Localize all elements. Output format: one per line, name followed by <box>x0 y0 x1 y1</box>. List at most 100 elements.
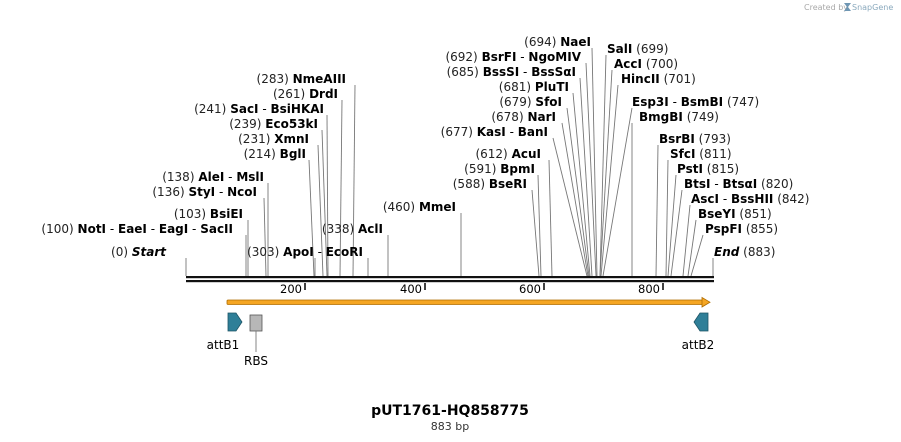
svg-text:(588) BseRI: (588) BseRI <box>453 177 527 191</box>
svg-text:(136) StyI - Nc: (136) StyI - NcoI <box>152 185 257 199</box>
site-label-681[interactable]: (681) PluTI <box>499 80 569 94</box>
snapgene-brand[interactable]: Created by SnapGene <box>804 3 893 12</box>
enzyme-name: DrdI <box>309 87 338 101</box>
site-label-842[interactable]: AscI - BssHII (842) <box>691 192 810 206</box>
site-label-239[interactable]: (239) Eco53kI <box>229 117 318 131</box>
site-pos: (591) <box>464 162 496 176</box>
site-label-701[interactable]: HincII (701) <box>621 72 696 86</box>
site-label-793[interactable]: BsrBI (793) <box>659 132 731 146</box>
site-pos: (747) <box>727 95 759 109</box>
site-label-692[interactable]: (692) BsrFI - NgoMIV <box>445 50 581 64</box>
enzyme-name: Eco53kI <box>265 117 318 131</box>
site-pos: (694) <box>524 35 556 49</box>
svg-text:BseYI (851): BseYI (851) <box>698 207 772 221</box>
enzyme-name: BssHII <box>731 192 773 206</box>
site-label-749[interactable]: BmgBI (749) <box>639 110 719 124</box>
site-pos: (700) <box>646 57 678 71</box>
enzyme-name: BsiEI <box>210 207 243 221</box>
orf-arrow[interactable] <box>226 296 711 308</box>
svg-text:AscI - BssHII (: AscI - BssHII (842) <box>691 192 810 206</box>
feature-attB1[interactable]: attB1 <box>207 312 243 352</box>
site-label-591[interactable]: (591) BpmI <box>464 162 535 176</box>
feature-rbs[interactable]: RBS <box>244 314 268 368</box>
enzyme-name: PstI <box>677 162 703 176</box>
enzyme-name: ApoI <box>283 245 314 259</box>
svg-text:SfcI (811): SfcI (811) <box>670 147 732 161</box>
svg-text:PstI (815): PstI (815) <box>677 162 739 176</box>
site-label-283[interactable]: (283) NmeAIII <box>257 72 346 86</box>
svg-text:(0) Start: (0) Start <box>111 245 167 259</box>
axis-tick-label: 600 <box>519 282 541 296</box>
site-pos: (136) <box>152 185 184 199</box>
site-pos: (100) <box>41 222 73 236</box>
site-label-855[interactable]: PspFI (855) <box>705 222 778 236</box>
svg-text:(214) BglI: (214) BglI <box>244 147 306 161</box>
site-label-679[interactable]: (679) SfoI <box>499 95 562 109</box>
site-label-815[interactable]: PstI (815) <box>677 162 739 176</box>
start-pos: (0) <box>111 245 128 259</box>
plasmid-size: 883 bp <box>431 420 469 433</box>
site-label-100[interactable]: (100) NotI - EaeI - EagI - SacII <box>41 222 233 236</box>
site-label-338[interactable]: (338) AclI <box>322 222 383 236</box>
svg-text:BsrBI (793): BsrBI (793) <box>659 132 731 146</box>
end-marker: End (883) <box>714 245 775 259</box>
site-label-700[interactable]: AccI (700) <box>614 57 678 71</box>
site-label-231[interactable]: (231) XmnI <box>238 132 309 146</box>
enzyme-name: BpmI <box>500 162 535 176</box>
start-marker: (0) Start <box>111 245 167 259</box>
enzyme-name: SalI <box>607 42 632 56</box>
site-pos: (283) <box>257 72 289 86</box>
svg-text:(591) BpmI: (591) BpmI <box>464 162 535 176</box>
enzyme-name: MslI <box>236 170 264 184</box>
enzyme-name: BsiHKAI <box>271 102 325 116</box>
axis-tick-label: 400 <box>400 282 422 296</box>
site-label-303[interactable]: (303) ApoI - EcoRI <box>247 245 363 259</box>
enzyme-name: BssSI <box>483 65 520 79</box>
site-pos: (855) <box>746 222 778 236</box>
site-label-612[interactable]: (612) AcuI <box>475 147 541 161</box>
site-label-588[interactable]: (588) BseRI <box>453 177 527 191</box>
site-label-820[interactable]: BtsI - BtsαI (820) <box>684 177 793 191</box>
rbs-box-icon <box>249 314 263 332</box>
site-pos: (679) <box>499 95 531 109</box>
enzyme-name: StyI <box>188 185 215 199</box>
site-label-694[interactable]: (694) NaeI <box>524 35 591 49</box>
svg-text:(338) AclI: (338) AclI <box>322 222 383 236</box>
enzyme-name: SfoI <box>535 95 562 109</box>
svg-text:(678) NarI: (678) NarI <box>491 110 556 124</box>
svg-text:(677) KasI - Ba: (677) KasI - BanI <box>441 125 548 139</box>
site-label-460[interactable]: (460) MmeI <box>383 200 456 214</box>
site-label-685[interactable]: (685) BssSI - BssSαI <box>447 65 576 79</box>
feature-label: RBS <box>244 354 268 368</box>
site-label-811[interactable]: SfcI (811) <box>670 147 732 161</box>
site-label-136[interactable]: (136) StyI - NcoI <box>152 185 257 199</box>
enzyme-name: AclI <box>358 222 383 236</box>
svg-text:(241) SacI - Bs: (241) SacI - BsiHKAI <box>194 102 324 116</box>
enzyme-name: SacII <box>200 222 233 236</box>
enzyme-name: NotI <box>78 222 107 236</box>
site-pos: (261) <box>273 87 305 101</box>
site-label-678[interactable]: (678) NarI <box>491 110 556 124</box>
site-label-851[interactable]: BseYI (851) <box>698 207 772 221</box>
site-label-699[interactable]: SalI (699) <box>607 42 668 56</box>
site-label-241[interactable]: (241) SacI - BsiHKAI <box>194 102 324 116</box>
site-pos: (103) <box>174 207 206 221</box>
svg-text:(685) BssSI - B: (685) BssSI - BssSαI <box>447 65 576 79</box>
site-pos: (699) <box>636 42 668 56</box>
enzyme-name: BmgBI <box>639 110 683 124</box>
site-label-103[interactable]: (103) BsiEI <box>174 207 243 221</box>
end-pos: (883) <box>743 245 775 259</box>
site-label-261[interactable]: (261) DrdI <box>273 87 338 101</box>
site-label-214[interactable]: (214) BglI <box>244 147 306 161</box>
attB2-arrow-icon <box>693 312 709 332</box>
svg-text:BtsI - BtsαI (8: BtsI - BtsαI (820) <box>684 177 793 191</box>
site-label-747[interactable]: Esp3I - BsmBI (747) <box>632 95 759 109</box>
enzyme-name: EaeI <box>118 222 147 236</box>
site-pos: (820) <box>761 177 793 191</box>
site-label-138[interactable]: (138) AleI - MslI <box>162 170 264 184</box>
site-label-677[interactable]: (677) KasI - BanI <box>441 125 548 139</box>
start-label: Start <box>132 245 167 259</box>
svg-text:(679) SfoI: (679) SfoI <box>499 95 562 109</box>
enzyme-name: EcoRI <box>326 245 363 259</box>
feature-attB2[interactable]: attB2 <box>682 312 715 352</box>
